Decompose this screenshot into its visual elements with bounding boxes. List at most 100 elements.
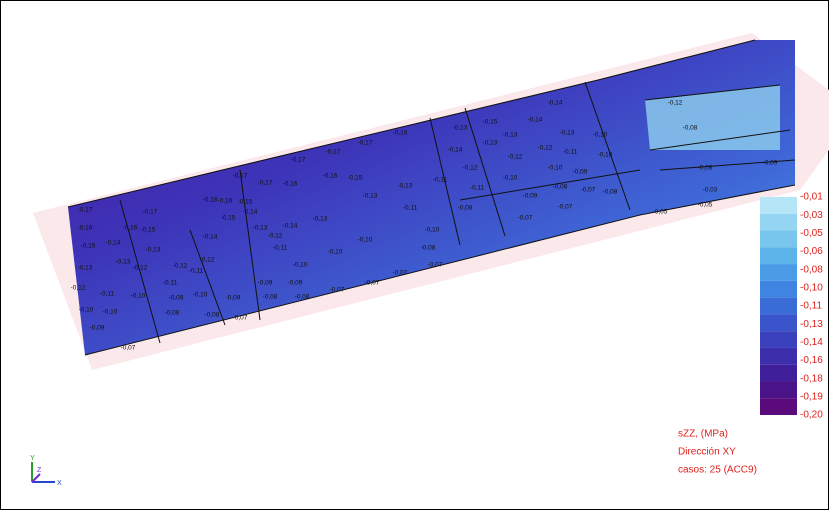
- contour-label: -0,09: [169, 295, 184, 302]
- contour-label: -0,10: [293, 262, 308, 269]
- contour-label: -0,13: [78, 265, 93, 272]
- contour-label: -0,10: [103, 309, 118, 316]
- contour-label: -0,03: [703, 187, 718, 194]
- contour-label: -0,17: [358, 140, 373, 147]
- contour-label: -0,11: [563, 149, 578, 156]
- axis-y: Y: [30, 455, 35, 462]
- contour-label: -0,07: [558, 204, 573, 211]
- contour-label: -0,15: [141, 227, 156, 234]
- contour-label: -0,16: [123, 225, 138, 232]
- contour-label: -0,15: [348, 175, 363, 182]
- contour-label: -0,08: [295, 294, 310, 301]
- contour-label: -0,07: [428, 262, 443, 269]
- legend-swatch: [760, 298, 797, 315]
- contour-label: -0,10: [425, 227, 440, 234]
- contour-label: -0,13: [503, 132, 518, 139]
- legend-label: -0,11: [800, 301, 822, 312]
- contour-label: -0,15: [81, 243, 96, 250]
- contour-label: -0,12: [133, 265, 148, 272]
- contour-label: -0,10: [79, 307, 94, 314]
- legend-swatch: [760, 314, 797, 331]
- contour-label: -0,11: [163, 280, 178, 287]
- contour-label: -0,11: [273, 245, 288, 252]
- contour-label: -0,11: [189, 268, 204, 275]
- legend-swatch: [760, 231, 797, 248]
- contour-label: -0,05: [698, 202, 713, 209]
- viewport: -0,14 -0,14 -0,15 -0,13 -0,12 -0,13 -0,13 -0,10…: [0, 0, 829, 510]
- contour-label: -0,08: [421, 245, 436, 252]
- legend-swatch: [760, 281, 797, 298]
- contour-label: -0,09: [258, 280, 273, 287]
- legend-label: -0,10: [800, 282, 823, 293]
- contour-label: -0,13: [560, 130, 575, 137]
- contour-label: -0,10: [193, 292, 208, 299]
- contour-label: -0,11: [470, 185, 485, 192]
- contour-label: -0,13: [146, 247, 161, 254]
- legend-info: casos: 25 (ACC9): [678, 465, 757, 476]
- contour-label: -0,11: [403, 205, 418, 212]
- contour-label: -0,08: [698, 165, 713, 172]
- legend-swatch: [760, 398, 797, 415]
- contour-label: -0,13: [453, 125, 468, 132]
- contour-label: -0,17: [143, 209, 158, 216]
- contour-label: -0,05: [653, 209, 668, 216]
- contour-label: -0,12: [71, 285, 86, 292]
- legend-label: -0,16: [800, 355, 823, 366]
- contour-label: -0,13: [253, 225, 268, 232]
- legend-swatch: [760, 214, 797, 231]
- contour-label: -0,13: [483, 140, 498, 147]
- contour-label: -0,13: [363, 193, 378, 200]
- legend-label: -0,14: [800, 337, 823, 348]
- contour-label: -0,16: [393, 130, 408, 137]
- contour-label: -0,12: [508, 154, 523, 161]
- contour-label: -0,08: [603, 189, 618, 196]
- legend-swatch: [760, 348, 797, 365]
- contour-label: -0,09: [226, 295, 241, 302]
- contour-label: -0,16: [323, 173, 338, 180]
- contour-label: -0,12: [173, 263, 188, 270]
- contour-label: -0,07: [581, 187, 596, 194]
- contour-label: -0,15: [483, 119, 498, 126]
- contour-label: -0,14: [203, 234, 218, 241]
- legend-label: -0,06: [800, 246, 823, 257]
- contour-label: -0,07: [393, 270, 408, 277]
- contour-label: -0,16: [283, 181, 298, 188]
- page: -0,14 -0,14 -0,15 -0,13 -0,12 -0,13 -0,13 -0,10…: [0, 0, 829, 510]
- legend-label: -0,20: [800, 410, 823, 421]
- contour-label: -0,17: [326, 149, 341, 156]
- legend-label: -0,13: [800, 319, 823, 330]
- contour-label: -0,14: [448, 147, 463, 154]
- contour-label: -0,10: [328, 249, 343, 256]
- contour-label: -0,15: [221, 215, 236, 222]
- contour-label: -0,13: [313, 216, 328, 223]
- contour-label: -0,17: [291, 157, 306, 164]
- legend-swatch: [760, 247, 797, 264]
- legend-swatch: [760, 264, 797, 281]
- legend-swatch: [760, 331, 797, 348]
- contour-label: -0,08: [165, 310, 180, 317]
- contour-label: -0,17: [258, 180, 273, 187]
- legend-label: -0,01: [800, 192, 823, 203]
- contour-label: -0,11: [100, 291, 115, 298]
- contour-label: -0,15: [238, 199, 253, 206]
- contour-label: -0,17: [78, 207, 93, 214]
- contour-label: -0,16: [218, 198, 233, 205]
- contour-label: -0,09: [573, 169, 588, 176]
- contour-label: -0,09: [763, 160, 778, 167]
- legend-label: -0,08: [800, 264, 823, 275]
- contour-label: -0,10: [131, 293, 146, 300]
- contour-label: -0,10: [548, 165, 563, 172]
- axis-z: Z: [37, 467, 42, 474]
- contour-label: -0,12: [668, 100, 683, 107]
- contour-label: -0,08: [205, 312, 220, 319]
- legend-label: -0,19: [800, 391, 823, 402]
- contour-label: -0,17: [233, 173, 248, 180]
- contour-label: -0,07: [121, 345, 136, 352]
- contour-label: -0,10: [593, 132, 608, 139]
- contour-label: -0,14: [243, 209, 258, 216]
- contour-label: -0,08: [263, 294, 278, 301]
- legend-label: -0,03: [800, 210, 823, 221]
- legend-swatch: [760, 365, 797, 382]
- legend-label: -0,05: [800, 228, 823, 239]
- contour-label: -0,08: [553, 184, 568, 191]
